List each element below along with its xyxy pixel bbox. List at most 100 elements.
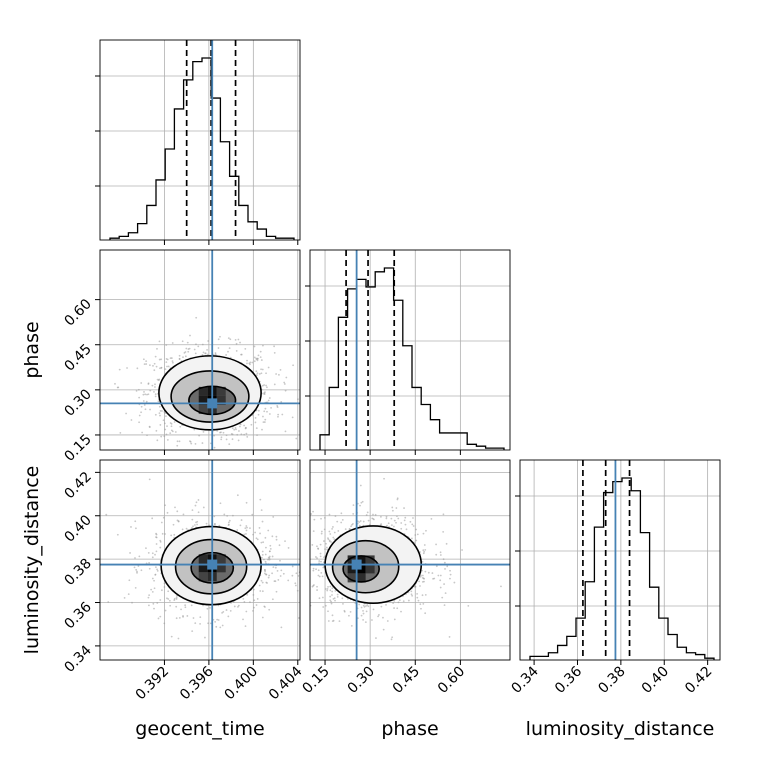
ytick-label: 0.60 [61,296,94,329]
scatter-point [195,464,197,466]
scatter-point [297,398,299,401]
scatter-point [173,533,176,536]
scatter-point [264,407,267,410]
scatter-point [258,527,261,529]
scatter-point [269,548,272,550]
scatter-point [155,536,157,538]
scatter-point [328,530,331,533]
scatter-point [134,520,137,523]
scatter-point [343,609,346,612]
scatter-point [390,638,393,641]
scatter-point [166,425,168,427]
scatter-point [382,628,385,631]
scatter-point [319,552,322,555]
scatter-point [320,532,323,535]
scatter-point [358,521,361,524]
scatter-point [186,341,189,344]
scatter-point [199,616,202,619]
scatter-point [330,602,333,605]
scatter-point [213,434,215,437]
scatter-point [266,386,268,389]
scatter-point [154,355,157,358]
scatter-point [233,428,236,431]
density-cell [198,386,208,396]
scatter-point [352,522,354,525]
scatter-point [165,415,167,418]
scatter-point [164,504,167,507]
scatter-point [129,552,131,554]
scatter-point [265,384,267,387]
scatter-point [144,408,147,411]
scatter-point [260,372,263,375]
scatter-point [232,514,234,517]
scatter-point [336,593,339,596]
scatter-point [151,552,154,555]
scatter-point [375,637,377,639]
scatter-point [202,430,205,433]
scatter-point [178,616,181,619]
scatter-point [178,354,181,357]
scatter-point [333,531,336,534]
scatter-point [196,523,198,526]
scatter-point [173,597,176,600]
scatter-point [271,535,274,538]
scatter-point [444,592,447,594]
scatter-point [164,428,167,431]
scatter-point [165,433,168,436]
xtick-label: 0.30 [345,664,378,697]
scatter-point [321,596,324,599]
scatter-point [268,558,271,561]
scatter-point [367,605,370,608]
scatter-point [277,413,280,416]
contour-line [342,555,380,583]
scatter-point [261,368,264,371]
scatter-point [239,425,241,428]
scatter-point [275,535,278,538]
scatter-point [352,513,355,515]
scatter-point [223,513,226,516]
scatter-point [253,356,256,359]
density-cell [216,395,226,405]
scatter-point [402,600,405,603]
scatter-point [263,605,266,608]
scatter-point [169,422,172,424]
scatter-point [221,611,223,614]
scatter-point [220,436,223,439]
scatter-point [175,596,178,599]
density-cell [198,395,208,405]
scatter-point [439,554,442,556]
scatter-point [276,570,279,572]
scatter-point [258,584,261,587]
scatter-point [424,612,427,615]
scatter-point [317,569,320,572]
scatter-point [175,605,178,608]
scatter-point [142,400,145,402]
scatter-point [390,524,393,526]
scatter-point [245,529,248,532]
scatter-point [191,630,194,632]
scatter-point [264,536,267,539]
scatter-point [307,575,309,577]
scatter-point [225,434,228,437]
scatter-point [160,521,163,524]
scatter-point [383,477,385,480]
scatter-point [107,601,110,603]
scatter-point [268,413,271,415]
scatter-point [500,585,502,588]
scatter-point [279,575,282,577]
scatter-point [156,347,158,350]
scatter-point [433,577,436,580]
scatter-point [222,431,225,434]
scatter-point [157,400,160,403]
scatter-point [276,406,279,409]
scatter-point [253,606,255,609]
scatter-point [228,347,231,350]
scatter-point [331,614,334,617]
scatter-point [147,596,150,599]
scatter-point [331,587,334,590]
scatter-point [153,579,155,582]
scatter-point [421,560,424,563]
scatter-point [349,610,352,613]
scatter-point [259,590,262,592]
scatter-point [416,533,419,536]
